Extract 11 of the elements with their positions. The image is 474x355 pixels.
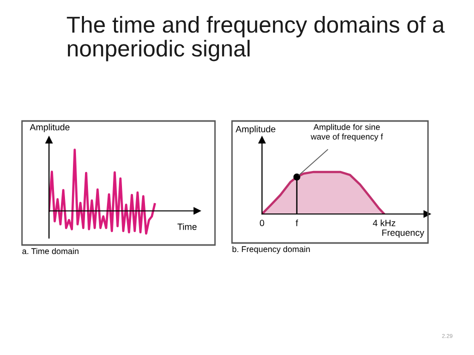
y-axis-title: Amplitude xyxy=(30,124,70,132)
y-axis-title: Amplitude xyxy=(236,126,276,134)
x-tick-label: f xyxy=(296,220,298,226)
x-axis-title: Frequency xyxy=(382,230,424,238)
annotation: Amplitude for sine wave of frequency f xyxy=(310,124,383,142)
text: The time and frequency domains of a nonperiodic signal xyxy=(66,16,445,62)
x-tick-label: 4 kHz xyxy=(372,220,396,226)
text: a. Time domain xyxy=(22,248,78,254)
x-tick-label: 0 xyxy=(260,220,264,226)
x-axis-title: Time xyxy=(177,223,197,230)
text: b. Frequency domain xyxy=(232,246,310,254)
